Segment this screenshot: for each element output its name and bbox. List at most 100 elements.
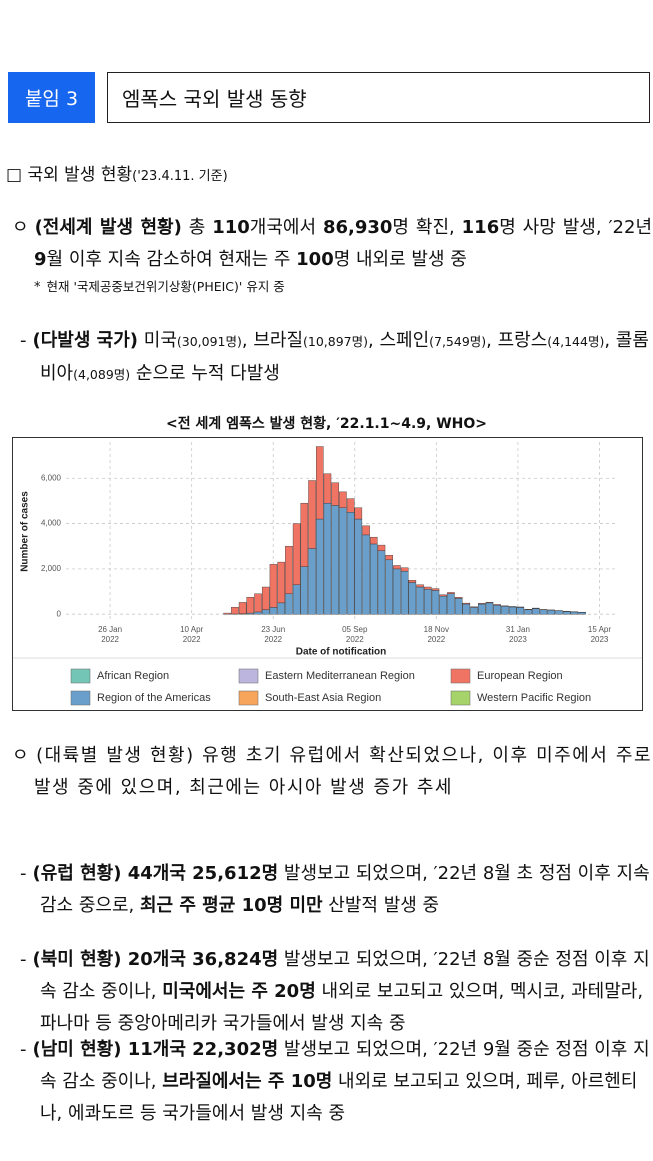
x-tick-label: 18 Nov <box>424 625 449 634</box>
text-run: (30,091명) <box>176 334 242 349</box>
legend-label: European Region <box>477 670 563 682</box>
text-run: 명 확진, <box>392 217 462 238</box>
bar <box>292 584 301 615</box>
bar <box>416 586 424 615</box>
section-date: ('23.4.11. 기준) <box>132 169 228 184</box>
bar <box>316 446 324 520</box>
section-marker: □ <box>6 165 23 185</box>
text-run: (유럽 현황) 44개국 25,612명 <box>32 863 279 884</box>
bar <box>285 546 293 595</box>
text-run: (7,549명) <box>429 334 487 349</box>
y-tick-label: 2,000 <box>41 564 62 573</box>
bar <box>370 543 378 615</box>
bar <box>400 567 409 572</box>
legend-label: African Region <box>97 670 169 682</box>
text-run: 9 <box>34 249 47 270</box>
text-run: (다발생 국가) <box>32 330 139 351</box>
x-tick-label: 26 Jan <box>98 625 122 634</box>
bar <box>385 559 393 615</box>
legend-swatch <box>450 690 471 706</box>
bullet-marker: * <box>34 280 41 295</box>
bar <box>370 536 378 545</box>
text-run: 월 이후 지속 감소하여 현재는 주 <box>46 249 297 270</box>
bar <box>470 606 478 608</box>
bar <box>246 597 255 614</box>
bar <box>308 480 316 549</box>
text-run: , 콜롬비아 <box>40 330 649 384</box>
bar <box>362 525 370 536</box>
badge: 붙임 3 <box>8 72 95 123</box>
text-run: 총 <box>181 217 213 238</box>
text-run: (북미 현황) 20개국 36,824명 <box>32 949 279 970</box>
y-tick-label: 6,000 <box>41 473 62 482</box>
text-run: 미국 <box>138 330 177 351</box>
text-run: 미국에서는 주 20명 <box>162 981 316 1002</box>
text-run: 발생보고 되었으며, ′22년 9월 중순 정점 이후 지속 감소 중이나, <box>40 1039 650 1092</box>
bar <box>555 610 563 615</box>
bar <box>570 611 579 615</box>
legend-swatch <box>70 668 91 684</box>
bar <box>339 491 347 508</box>
x-tick-label: 15 Apr <box>588 625 611 634</box>
bar <box>454 598 463 615</box>
bar <box>547 609 555 615</box>
y-tick-label: 4,000 <box>41 519 62 528</box>
x-tick-label: 2023 <box>509 635 527 644</box>
text-run: (대륙별 발생 현황) 유행 초기 유럽에서 확산되었으나, 이후 미주에서 주… <box>34 745 652 798</box>
legend-label: South-East Asia Region <box>265 692 381 704</box>
text-run: 발생보고 되었으며, ′22년 8월 중순 정점 이후 지속 감소 중이나, <box>40 949 650 1002</box>
bar <box>431 588 440 591</box>
bullet-marker: ㅇ <box>12 745 31 766</box>
bar <box>524 609 532 615</box>
bar <box>323 473 332 504</box>
bar <box>377 544 386 551</box>
x-tick-label: 2022 <box>346 635 364 644</box>
text-run: 내외로 보고되고 있으며, 멕시코, 과테말라, 파나마 등 중앙아메리카 국가… <box>40 981 644 1034</box>
bar <box>300 566 309 615</box>
bar <box>485 602 494 615</box>
bar <box>261 609 270 615</box>
bar <box>269 564 278 608</box>
bar <box>393 568 401 615</box>
section-heading: □ 국외 발생 현황('23.4.11. 기준) <box>6 160 228 185</box>
bar <box>354 518 363 615</box>
bar <box>447 592 455 595</box>
y-axis-title: Number of cases <box>20 491 31 572</box>
x-tick-label: 05 Sep <box>342 625 368 634</box>
paragraph: - (남미 현황) 11개국 22,302명 발생보고 되었으며, ′22년 9월… <box>20 1034 652 1130</box>
text-run: 116 <box>461 217 500 238</box>
text-run: 86,930 <box>322 217 393 238</box>
bar <box>254 611 262 615</box>
bar <box>539 609 548 615</box>
bar <box>578 612 586 615</box>
bullet-marker: - <box>20 863 27 884</box>
bar <box>354 507 363 520</box>
x-tick-label: 10 Apr <box>180 625 203 634</box>
bar <box>431 590 440 615</box>
text-run: 발생보고 되었으며, ′22년 8월 초 정점 이후 지속 감소 중으로, <box>40 863 650 916</box>
text-run: 명 사망 발생, ′22년 <box>499 217 652 238</box>
text-run: 순으로 누적 다발생 <box>130 363 280 384</box>
text-run: (4,089명) <box>73 367 131 382</box>
bar <box>292 523 301 585</box>
text-run: , 스페인 <box>368 330 430 351</box>
paragraph: ㅇ (대륙별 발생 현황) 유행 초기 유럽에서 확산되었으나, 이후 미주에서 … <box>12 740 652 804</box>
paragraph: - (다발생 국가) 미국(30,091명), 브라질(10,897명), 스페인… <box>20 325 652 391</box>
text-run: 100 <box>296 249 334 270</box>
bar <box>478 603 486 615</box>
legend-swatch <box>450 668 471 684</box>
bar <box>447 593 455 615</box>
bullet-marker: - <box>20 1039 27 1060</box>
bar <box>501 606 509 615</box>
bar <box>223 612 231 615</box>
legend-label: Region of the Americas <box>97 692 211 704</box>
bar <box>331 505 339 615</box>
bar <box>231 606 239 615</box>
bar <box>277 561 285 604</box>
text-run: (남미 현황) 11개국 22,302명 <box>32 1039 279 1060</box>
bar <box>269 607 278 615</box>
x-tick-label: 2022 <box>427 635 445 644</box>
text-run: 최근 주 평균 10명 미만 <box>139 895 323 916</box>
bar <box>377 550 386 615</box>
